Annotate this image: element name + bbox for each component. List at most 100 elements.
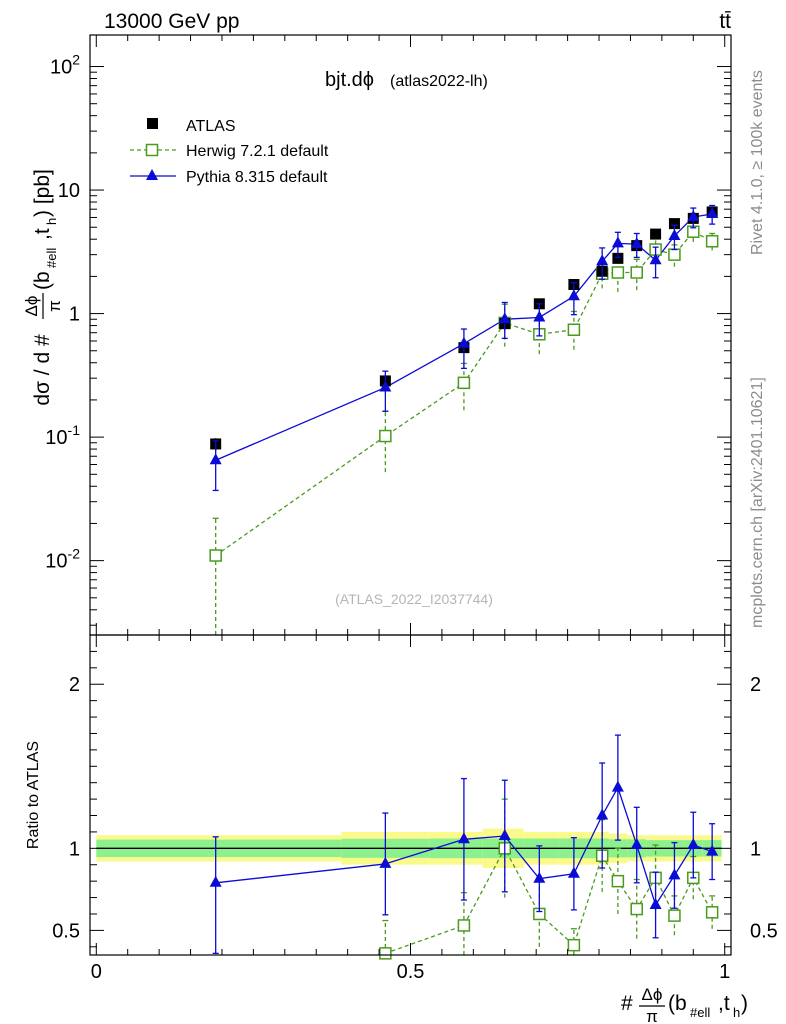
pythia-point	[567, 289, 580, 301]
main-panel: 10-2 10-1 1 10 102 bjt.dϕ (atlas2022-lh) (AT…	[22, 34, 732, 636]
ratio-y-tick-label-left: 2	[69, 674, 80, 696]
herwig-ratio-point	[567, 938, 581, 952]
ratio-panel: 0 0.5 1 0.5 0.5 1 1 2 2 Ratio to ATLAS # Δϕ π (b…	[25, 634, 778, 1024]
pythia-point	[379, 380, 392, 392]
legend-label-pythia: Pythia 8.315 default	[186, 169, 328, 186]
herwig-point	[567, 323, 581, 336]
svg-text:dσ / d #: dσ / d #	[31, 334, 54, 406]
main-y-tick-label: 10-2	[45, 546, 80, 573]
ratio-y-tick-label-right: 2	[750, 674, 761, 696]
legend-label-atlas: ATLAS	[186, 118, 236, 135]
analysis-watermark: (ATLAS_2022_I2037744)	[335, 591, 493, 607]
pythia-ratio-point	[687, 838, 700, 850]
pythia-point	[596, 254, 609, 266]
atlas-point	[612, 252, 624, 264]
herwig-ratio-point	[630, 902, 643, 916]
x-tick-label: 0	[91, 961, 102, 983]
svg-text:#ell: #ell	[44, 248, 59, 268]
herwig-ratio-point	[668, 909, 681, 922]
atlas-point	[668, 218, 680, 230]
svg-text:π: π	[45, 300, 64, 312]
pythia-ratio-point	[611, 780, 624, 792]
svg-text:,t: ,t	[718, 992, 730, 1015]
pythia-point	[630, 237, 643, 249]
svg-text:π: π	[646, 1007, 658, 1024]
legend-item-herwig: Herwig 7.2.1 default	[130, 143, 329, 160]
legend-item-pythia: Pythia 8.315 default	[130, 169, 328, 186]
pythia-point	[209, 453, 222, 465]
herwig-ratio-point	[705, 906, 719, 919]
main-y-axis-label: dσ / d # Δϕ π (b #ell ,t h ) [pb]	[22, 169, 64, 406]
ratio-y-tick-label-left: 1	[69, 838, 80, 860]
pythia-point	[457, 336, 470, 348]
herwig-point	[630, 266, 643, 279]
pythia-point	[668, 228, 681, 240]
herwig-ratio-point	[611, 874, 625, 888]
main-y-tick-label: 10	[58, 180, 80, 202]
pythia-ratio-point	[706, 844, 719, 856]
main-y-tick-label: 1	[69, 304, 80, 326]
pythia-point	[611, 236, 624, 248]
pythia-ratio-point	[630, 838, 643, 850]
herwig-point	[209, 549, 222, 562]
ratio-axes: 0 0.5 1 0.5 0.5 1 1 2 2	[52, 634, 778, 983]
pythia-point	[687, 210, 700, 222]
herwig-point	[457, 376, 471, 390]
x-tick-label: 0.5	[397, 961, 425, 983]
pythia-point	[649, 253, 662, 265]
ratio-y-tick-label-right: 1	[750, 838, 761, 860]
atlas-point	[650, 228, 662, 240]
herwig-point	[668, 248, 681, 261]
x-axis-label: # Δϕ π (b #ell ,t h )	[621, 985, 748, 1024]
svg-text:) [pb]: ) [pb]	[31, 169, 54, 217]
svg-text:(b: (b	[31, 271, 54, 290]
herwig-point	[705, 235, 719, 248]
svg-text:): )	[741, 992, 748, 1015]
pythia-ratio-point	[596, 808, 609, 820]
legend-label-herwig: Herwig 7.2.1 default	[186, 143, 329, 160]
legend-marker-atlas	[147, 118, 158, 129]
pythia-point	[706, 206, 719, 218]
pythia-ratio-point	[379, 856, 392, 868]
main-y-tick-label: 102	[50, 52, 80, 79]
ratio-y-tick-label-left: 0.5	[52, 920, 80, 942]
pythia-ratio-point	[668, 868, 681, 880]
pythia-ratio-point	[457, 832, 470, 844]
svg-text:Δϕ: Δϕ	[642, 985, 663, 1004]
svg-text:Δϕ: Δϕ	[22, 296, 41, 317]
pythia-ratio-point	[533, 871, 546, 883]
main-axes: 10-2 10-1 1 10 102	[45, 35, 731, 635]
pythia-ratio-point	[649, 897, 662, 909]
pythia-ratio-point	[209, 875, 222, 887]
ratio-frame	[89, 634, 732, 956]
pythia-ratio-point	[498, 829, 511, 841]
rivet-label: Rivet 4.1.0, ≥ 100k events	[749, 70, 766, 255]
pythia-ratio-point	[567, 866, 580, 878]
legend-marker-pythia	[146, 169, 158, 180]
svg-text:,t: ,t	[31, 228, 54, 240]
main-title: bjt.dϕ	[325, 69, 374, 91]
legend: ATLAS Herwig 7.2.1 default Pythia 8.315 …	[130, 118, 329, 186]
x-tick-label: 1	[719, 961, 730, 983]
mcplots-label: mcplots.cern.ch [arXiv:2401.10621]	[749, 377, 766, 628]
main-subtitle: (atlas2022-lh)	[390, 73, 488, 90]
ratio-y-tick-label-right: 0.5	[750, 920, 778, 942]
main-y-tick-label: 10-1	[45, 422, 80, 449]
svg-text:#ell: #ell	[690, 1005, 710, 1020]
ratio-uncertainty-bands	[96, 828, 722, 869]
pythia-point	[533, 310, 546, 322]
svg-text:h: h	[44, 218, 59, 225]
main-data-marks	[209, 204, 719, 635]
pythia-point	[498, 312, 511, 324]
energy-label: 13000 GeV pp	[104, 10, 239, 33]
ratio-data-marks	[209, 734, 719, 960]
process-label: tt̄	[719, 10, 731, 33]
legend-marker-herwig	[145, 143, 159, 157]
herwig-point	[379, 429, 392, 443]
herwig-point	[611, 266, 625, 279]
legend-item-atlas: ATLAS	[147, 118, 236, 135]
ratio-y-axis-label: Ratio to ATLAS	[25, 741, 42, 849]
herwig-ratio-point	[457, 919, 471, 932]
svg-text:#: #	[621, 992, 633, 1015]
